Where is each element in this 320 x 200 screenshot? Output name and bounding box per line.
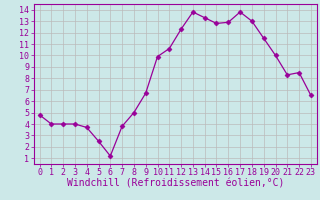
X-axis label: Windchill (Refroidissement éolien,°C): Windchill (Refroidissement éolien,°C) [67,179,284,189]
